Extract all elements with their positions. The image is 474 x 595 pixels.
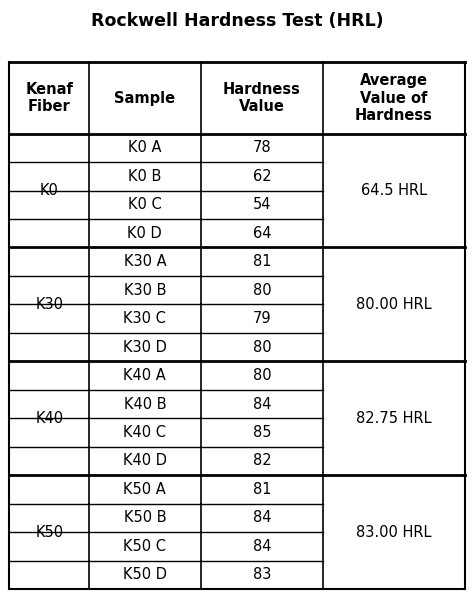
Text: 84: 84	[253, 539, 271, 554]
Text: 84: 84	[253, 511, 271, 525]
Text: 83.00 HRL: 83.00 HRL	[356, 525, 432, 540]
Text: 80: 80	[253, 340, 271, 355]
Text: 80: 80	[253, 368, 271, 383]
Text: K30 C: K30 C	[123, 311, 166, 326]
Text: 54: 54	[253, 198, 271, 212]
Text: 81: 81	[253, 254, 271, 269]
Text: K40 B: K40 B	[124, 396, 166, 412]
Text: K0: K0	[40, 183, 59, 198]
Text: K40 C: K40 C	[123, 425, 166, 440]
Text: K0 A: K0 A	[128, 140, 162, 155]
Text: Rockwell Hardness Test (HRL): Rockwell Hardness Test (HRL)	[91, 12, 383, 30]
Text: K50 A: K50 A	[124, 482, 166, 497]
Text: 79: 79	[253, 311, 271, 326]
Text: K50 D: K50 D	[123, 567, 167, 583]
Text: K0 C: K0 C	[128, 198, 162, 212]
Text: K30: K30	[35, 297, 64, 312]
Text: K50 C: K50 C	[123, 539, 166, 554]
Text: 62: 62	[253, 169, 271, 184]
Text: Kenaf
Fiber: Kenaf Fiber	[25, 82, 73, 114]
Text: 82: 82	[253, 453, 271, 468]
Text: 64.5 HRL: 64.5 HRL	[361, 183, 427, 198]
Text: Average
Value of
Hardness: Average Value of Hardness	[355, 73, 433, 123]
Text: K40 D: K40 D	[123, 453, 167, 468]
Text: Hardness
Value: Hardness Value	[223, 82, 301, 114]
Text: 83: 83	[253, 567, 271, 583]
Text: 84: 84	[253, 396, 271, 412]
Text: K30 D: K30 D	[123, 340, 167, 355]
Text: 80: 80	[253, 283, 271, 298]
Text: 85: 85	[253, 425, 271, 440]
Text: 81: 81	[253, 482, 271, 497]
Text: K0 B: K0 B	[128, 169, 162, 184]
Text: K40: K40	[35, 411, 64, 426]
Text: 80.00 HRL: 80.00 HRL	[356, 297, 432, 312]
Text: Sample: Sample	[114, 90, 175, 105]
Text: K50: K50	[35, 525, 64, 540]
Text: 64: 64	[253, 226, 271, 241]
Text: K30 B: K30 B	[124, 283, 166, 298]
Text: K30 A: K30 A	[124, 254, 166, 269]
Text: 82.75 HRL: 82.75 HRL	[356, 411, 432, 426]
Text: K40 A: K40 A	[124, 368, 166, 383]
Text: K0 D: K0 D	[128, 226, 162, 241]
Text: K50 B: K50 B	[124, 511, 166, 525]
Text: 78: 78	[253, 140, 271, 155]
